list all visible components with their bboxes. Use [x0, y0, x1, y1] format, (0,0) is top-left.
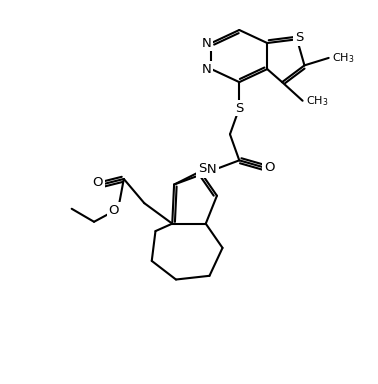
Text: CH$_3$: CH$_3$	[332, 51, 354, 65]
Text: S: S	[235, 102, 243, 115]
Text: S: S	[198, 162, 206, 175]
Text: N: N	[202, 63, 212, 76]
Text: HN: HN	[198, 163, 217, 176]
Text: O: O	[264, 161, 274, 174]
Text: O: O	[93, 176, 103, 189]
Text: O: O	[108, 204, 119, 217]
Text: N: N	[202, 36, 212, 50]
Text: S: S	[295, 31, 303, 44]
Text: CH$_3$: CH$_3$	[305, 94, 328, 108]
